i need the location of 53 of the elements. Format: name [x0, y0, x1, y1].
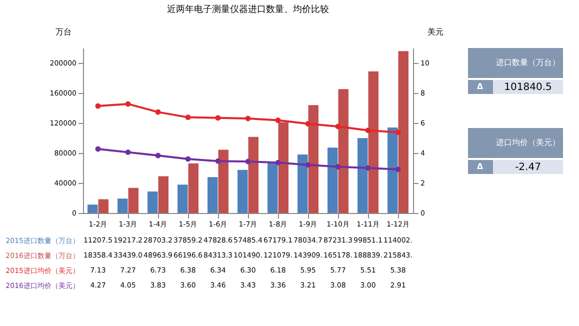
point [395, 130, 401, 136]
bar [388, 128, 398, 213]
point [95, 103, 101, 109]
point [125, 101, 131, 107]
bar [328, 148, 338, 213]
point [185, 114, 191, 120]
point [245, 158, 251, 164]
bar [308, 105, 318, 213]
bar [338, 89, 348, 213]
point [275, 118, 281, 124]
text: Δ [476, 162, 484, 171]
bar [158, 176, 168, 213]
bar [208, 177, 218, 213]
y2-axis-title: 美元 [428, 28, 444, 36]
bar [128, 188, 138, 213]
y-axis-title: 万台 [56, 28, 72, 36]
point [125, 150, 131, 155]
point [365, 128, 371, 134]
point [245, 116, 251, 122]
bar [358, 138, 368, 213]
bar [148, 191, 158, 213]
point [305, 162, 311, 168]
point [185, 156, 191, 162]
point [155, 152, 161, 158]
chart-title: 近两年电子测量仪器进口数量、均价比较 [167, 4, 329, 15]
point [365, 165, 371, 171]
point [305, 121, 311, 126]
text: Δ [476, 82, 484, 91]
text: 101840.5 [504, 82, 552, 93]
bar [248, 136, 258, 213]
bar [368, 71, 378, 213]
bar [88, 204, 98, 213]
point [215, 158, 221, 164]
bar [188, 163, 198, 213]
bar [98, 199, 108, 213]
bar [278, 122, 288, 213]
text: -2.47 [515, 162, 541, 173]
point [275, 160, 281, 166]
bar [268, 162, 278, 213]
text: 进口均价（美元） [496, 138, 560, 147]
point [395, 166, 401, 172]
point [155, 109, 161, 115]
bar [238, 170, 248, 213]
bar [118, 198, 128, 213]
point [215, 115, 221, 121]
point [95, 146, 101, 152]
point [335, 124, 341, 130]
point [335, 164, 341, 170]
bar [298, 154, 308, 213]
bar [398, 51, 408, 213]
text: 进口数量（万台） [496, 58, 560, 67]
bar [178, 184, 188, 213]
bar [218, 150, 228, 213]
